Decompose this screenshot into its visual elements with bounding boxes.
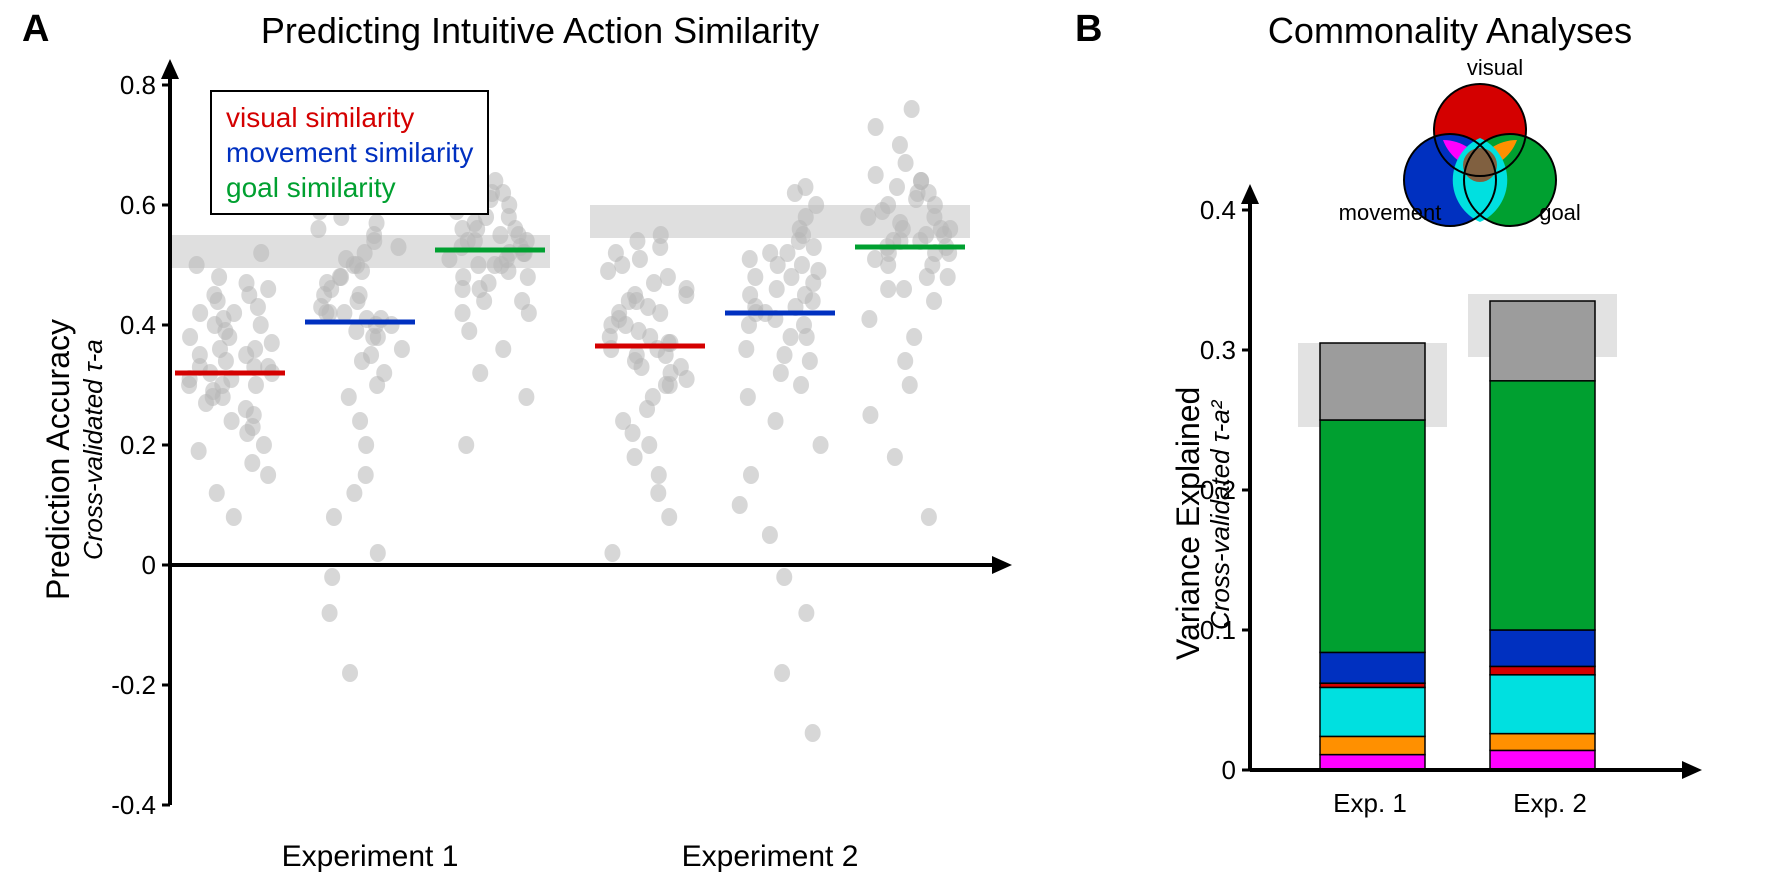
svg-text:0.2: 0.2 <box>1200 475 1236 505</box>
panel-b-xlabel-2: Exp. 2 <box>1480 788 1620 819</box>
svg-text:0.3: 0.3 <box>1200 335 1236 365</box>
panel-b-xlabel-1: Exp. 1 <box>1300 788 1440 819</box>
panel-b-plot: 0 0.1 0.2 0.3 0.4 <box>0 0 1774 886</box>
svg-text:0.4: 0.4 <box>1200 195 1236 225</box>
svg-text:0.1: 0.1 <box>1200 615 1236 645</box>
svg-text:0: 0 <box>1222 755 1236 785</box>
